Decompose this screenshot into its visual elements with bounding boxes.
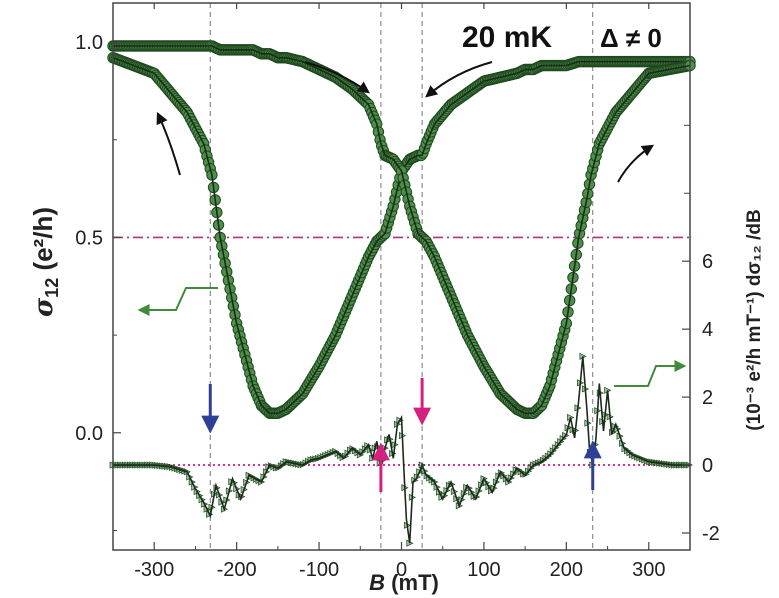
right-y-tick-label: 2 [702,387,713,409]
left-y-tick-label: 0.0 [75,423,103,445]
right-y-tick-label: -2 [702,523,720,545]
plot-frame [112,2,691,551]
right-y-tick-label: 0 [702,455,713,477]
right-y-axis-ticks: -2 0 2 4 6 [682,56,720,545]
series-line [112,56,690,415]
x-tick-label: 300 [632,559,665,581]
x-tick-label: 0 [396,559,407,581]
x-tick-label: -100 [299,559,339,581]
vertical-guide-lines [209,3,594,550]
series-1 [107,52,696,419]
sweep-direction-arrow [304,61,370,94]
left-y-tick-label: 0.5 [75,227,103,249]
x-tick-label: -200 [217,559,257,581]
sweep-direction-arrow [156,111,181,176]
right-y-tick-label: 4 [702,319,713,341]
x-tick-label: 100 [467,559,500,581]
series-layer [107,40,696,547]
series-line [113,356,690,544]
series-2 [107,40,696,419]
x-tick-label: 200 [550,559,583,581]
series-line [113,45,691,415]
series-3 [109,352,693,547]
x-tick-label: -300 [134,559,174,581]
x-axis-ticks: -300 -200 -100 0 100 200 300 [112,3,691,581]
right-y-axis-title: (10⁻³ e²/h mT⁻¹) dσ₁₂ /dB [744,209,765,430]
left-y-axis-title: σ12 (e²/h) [28,207,62,317]
right-axis-indicator-arrow [614,360,687,387]
left-axis-indicator-arrow [137,287,218,316]
right-y-tick-label: 6 [702,251,713,273]
annotation-arrows [137,61,687,492]
left-y-axis-ticks: 0.0 0.5 1.0 [75,32,121,531]
x-axis-title: B (mT) [369,570,439,595]
sweep-direction-arrow [425,61,493,98]
temperature-label: 20 mK [462,21,552,54]
left-y-tick-label: 1.0 [75,32,103,54]
gap-label: Δ ≠ 0 [600,23,662,53]
sweep-direction-arrow [617,144,655,183]
